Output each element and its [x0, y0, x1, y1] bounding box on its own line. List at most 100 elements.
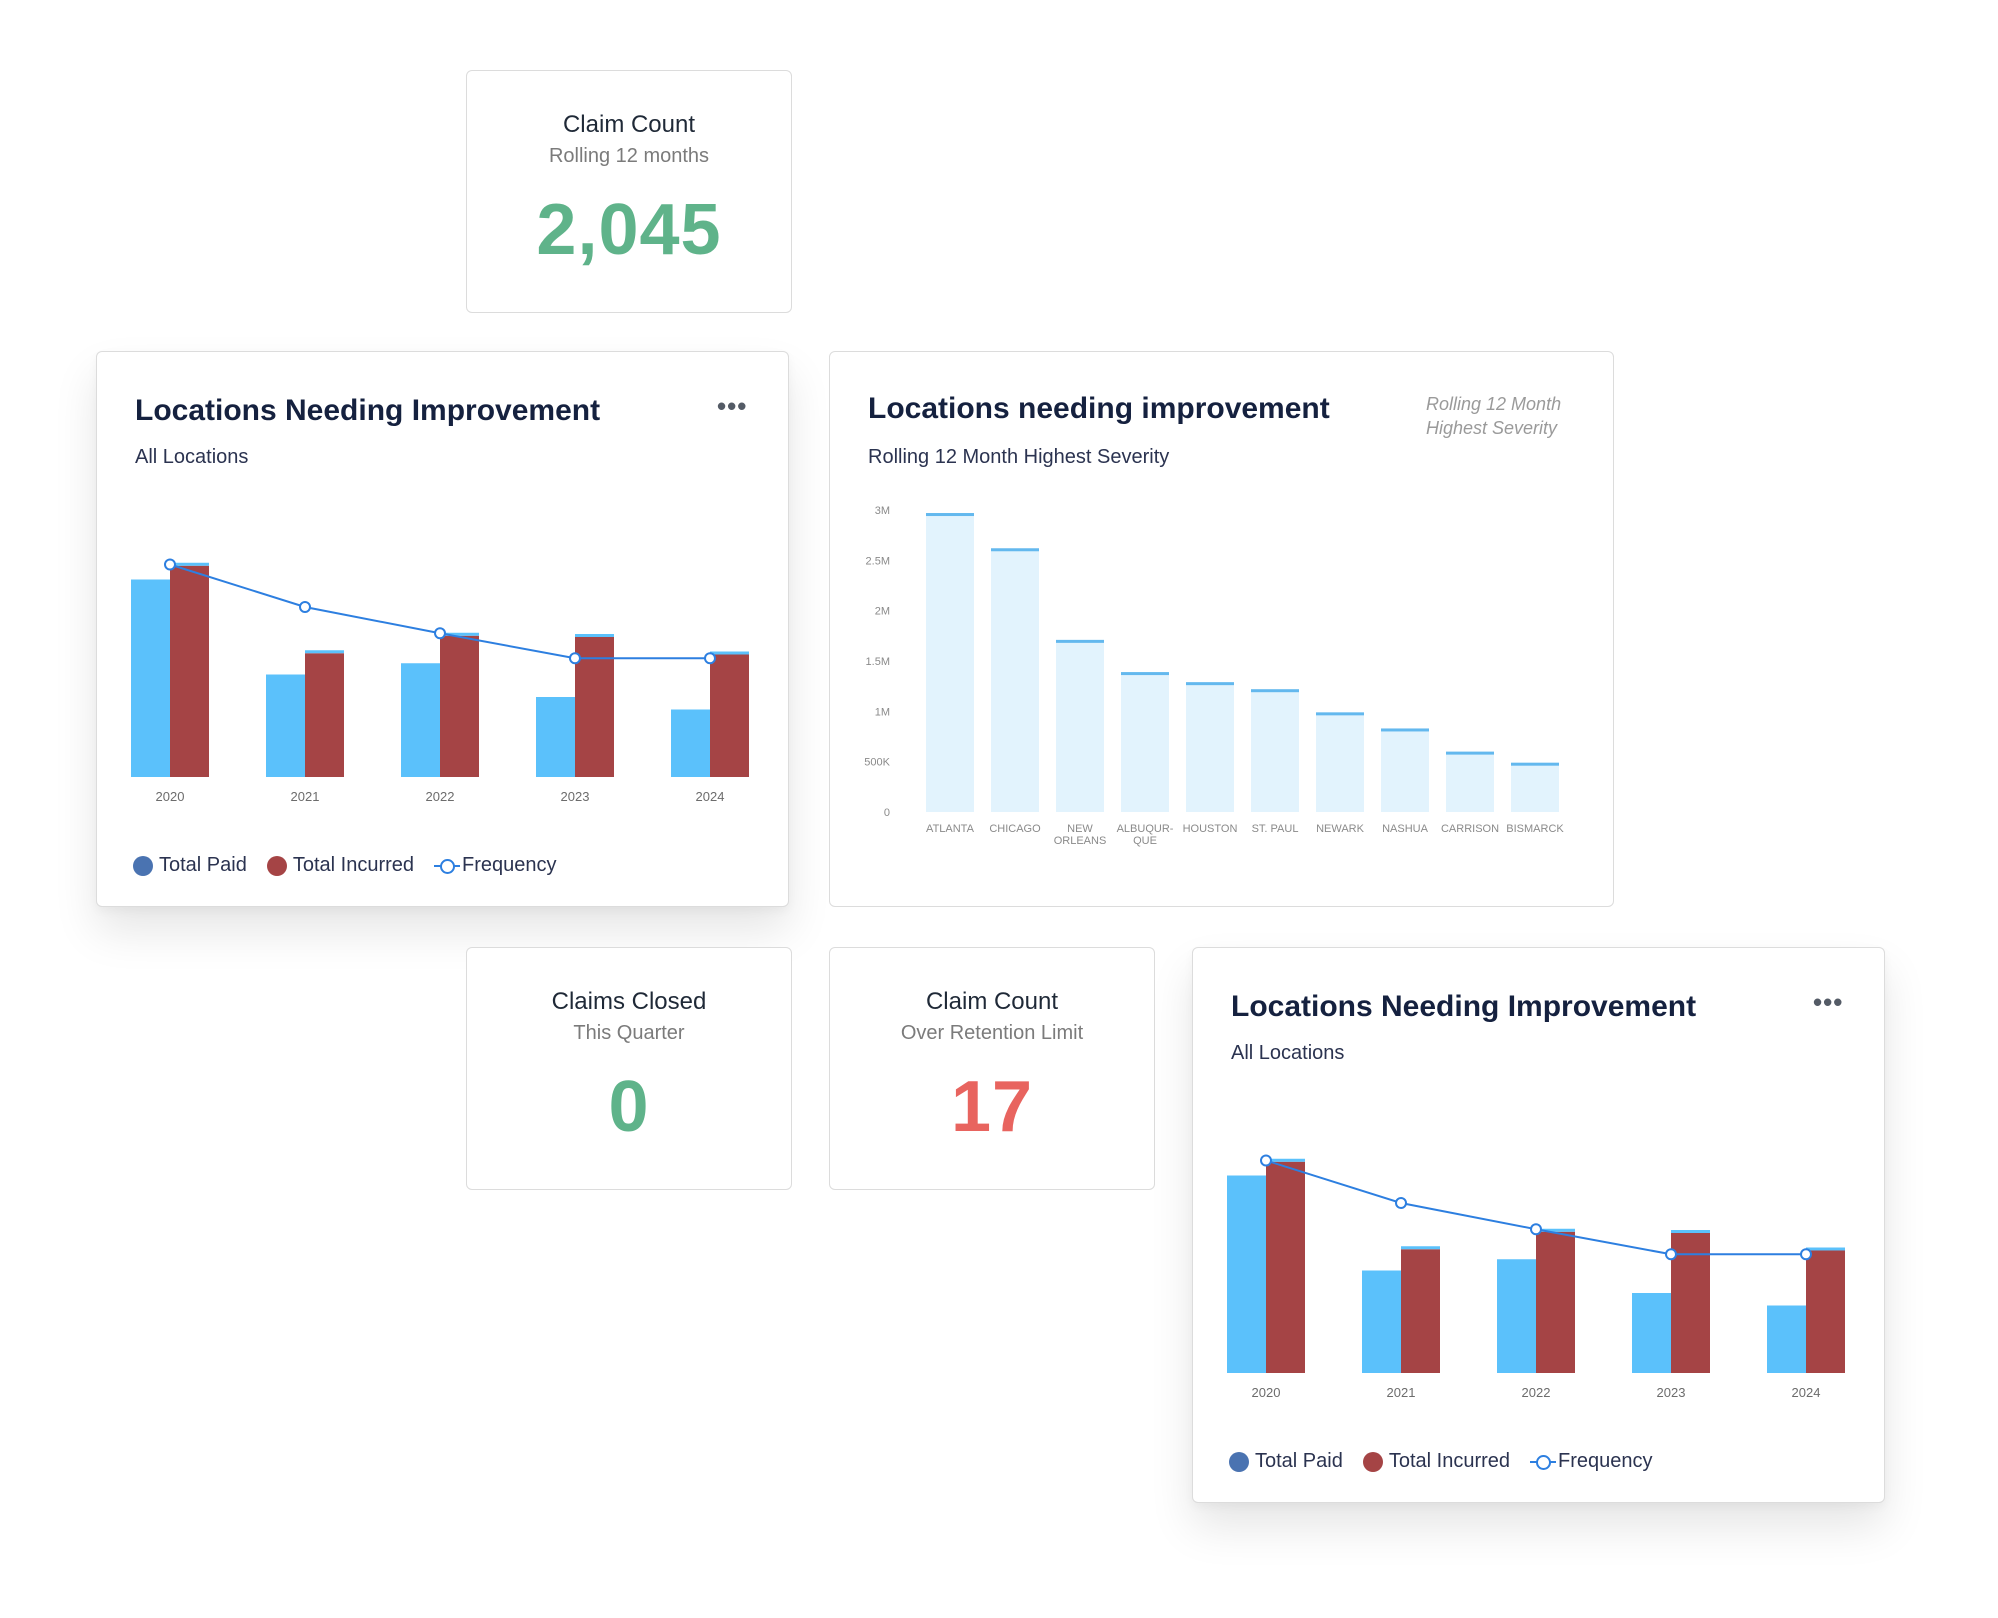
- more-options-icon[interactable]: •••: [717, 391, 748, 421]
- total-incurred-swatch: [266, 855, 287, 876]
- x-tick-label: 2021: [291, 789, 320, 804]
- legend-total-paid: Total Paid: [1229, 1450, 1343, 1473]
- bar-total-incurred: [1671, 1233, 1710, 1373]
- x-tick-label: 2024: [1792, 1385, 1821, 1400]
- legend-label: Total Paid: [1255, 1450, 1343, 1472]
- legend-frequency: Frequency: [434, 854, 557, 877]
- rolling-note: Rolling 12 Month Highest Severity: [1426, 394, 1562, 438]
- locations-improvement-card: Locations Needing Improvement All Locati…: [1192, 947, 1885, 1503]
- legend-label: Total Incurred: [292, 854, 415, 876]
- kpi-value: 0: [608, 1067, 650, 1147]
- y-tick-label: 1.5M: [866, 656, 890, 668]
- bar-incurred-cap: [440, 632, 479, 636]
- severity-bar: [1446, 752, 1494, 812]
- severity-bar: [991, 549, 1039, 812]
- bar-total-paid: [1227, 1175, 1266, 1373]
- severity-bar-cap: [1186, 682, 1234, 686]
- severity-bar: [1121, 673, 1169, 812]
- bar-total-paid: [536, 697, 575, 777]
- x-tick-label: 2022: [1522, 1385, 1551, 1400]
- frequency-point: [1800, 1248, 1812, 1261]
- severity-bar: [1251, 690, 1299, 812]
- bar-total-paid: [1632, 1293, 1671, 1373]
- severity-bar-chart: 0 500K 1M 1.5M 2M 2.5M 3M ATLANTA CHICAGO NEW ORLE…: [864, 505, 1564, 847]
- y-tick-label: 2M: [875, 606, 890, 618]
- legend-total-paid: Total Paid: [133, 854, 247, 877]
- card-subtitle: All Locations: [135, 446, 249, 468]
- x-tick-label: 2021: [1387, 1385, 1416, 1400]
- bar-incurred-cap: [305, 650, 344, 654]
- x-tick-label: NEWARK: [1316, 823, 1365, 835]
- frequency-point: [434, 627, 446, 640]
- severity-bar: [1381, 729, 1429, 812]
- kpi-claim-count-card[interactable]: Claim Count Rolling 12 months 2,045: [466, 70, 792, 313]
- locations-trend-chart: 2020 2021 2022 2023 2024: [131, 558, 749, 804]
- y-tick-label: 0: [884, 807, 890, 819]
- bar-incurred-cap: [710, 651, 749, 655]
- total-incurred-swatch: [1362, 1451, 1383, 1472]
- bar-incurred-cap: [575, 634, 614, 637]
- x-tick-label: 2023: [561, 789, 590, 804]
- x-tick-label: NASHUA: [1382, 823, 1429, 835]
- severity-bar-cap: [991, 548, 1039, 552]
- y-tick-label: 1M: [875, 706, 890, 718]
- bar-total-paid: [131, 579, 170, 777]
- bar-total-paid: [1362, 1270, 1401, 1373]
- bar-incurred-cap: [1671, 1230, 1710, 1233]
- legend-label: Frequency: [462, 854, 557, 876]
- x-tick-label: ST. PAUL: [1252, 823, 1299, 835]
- frequency-point: [1665, 1248, 1677, 1261]
- x-tick-label: HOUSTON: [1183, 823, 1238, 835]
- legend-frequency: Frequency: [1530, 1450, 1653, 1473]
- legend-total-incurred: Total Incurred: [1362, 1450, 1511, 1473]
- x-tick-label: 2020: [1252, 1385, 1281, 1400]
- kpi-subtitle: Over Retention Limit: [900, 1022, 1084, 1044]
- kpi-title: Claim Count: [562, 111, 696, 138]
- severity-bar-cap: [1316, 712, 1364, 716]
- x-tick-label: 2022: [426, 789, 455, 804]
- frequency-swatch: [434, 856, 461, 876]
- kpi-claim-count-retention-card[interactable]: Claim Count Over Retention Limit 17: [829, 947, 1155, 1190]
- kpi-subtitle: This Quarter: [573, 1022, 685, 1044]
- bar-total-paid: [1497, 1259, 1536, 1373]
- kpi-title: Claims Closed: [551, 988, 707, 1015]
- bar-total-paid: [266, 674, 305, 777]
- bar-total-incurred: [1401, 1249, 1440, 1373]
- severity-by-location-card: Locations needing improvement Rolling 12…: [829, 351, 1614, 907]
- bar-total-paid: [1767, 1305, 1806, 1373]
- y-tick-label: 3M: [875, 505, 890, 517]
- bar-incurred-cap: [1401, 1246, 1440, 1250]
- x-tick-label: 2020: [156, 789, 185, 804]
- severity-bar: [1511, 763, 1559, 812]
- bar-incurred-cap: [1536, 1228, 1575, 1232]
- bar-incurred-cap: [170, 562, 209, 566]
- x-tick-label: 2024: [696, 789, 725, 804]
- total-paid-swatch: [1229, 1451, 1249, 1472]
- bar-incurred-cap: [1806, 1247, 1845, 1251]
- kpi-value: 17: [950, 1067, 1034, 1147]
- bar-total-incurred: [305, 653, 344, 777]
- kpi-claims-closed-card[interactable]: Claims Closed This Quarter 0: [466, 947, 792, 1190]
- severity-bar: [1316, 713, 1364, 812]
- bar-total-incurred: [710, 654, 749, 777]
- bar-total-incurred: [440, 635, 479, 777]
- total-paid-swatch: [133, 855, 153, 876]
- frequency-point: [704, 652, 716, 665]
- card-subtitle: Rolling 12 Month Highest Severity: [868, 446, 1170, 468]
- more-options-icon[interactable]: •••: [1813, 987, 1844, 1017]
- legend-label: Total Incurred: [1388, 1450, 1511, 1472]
- bar-incurred-cap: [1266, 1158, 1305, 1162]
- kpi-title: Claim Count: [925, 988, 1059, 1015]
- severity-bar-cap: [1446, 751, 1494, 755]
- x-tick-label: ATLANTA: [926, 823, 975, 835]
- y-tick-label: 500K: [864, 757, 890, 769]
- legend-total-incurred: Total Incurred: [266, 854, 415, 877]
- bar-total-paid: [401, 663, 440, 777]
- y-tick-label: 2.5M: [866, 555, 890, 567]
- severity-bar-cap: [1121, 672, 1169, 676]
- chart-legend: Total Paid Total Incurred Frequency: [133, 854, 577, 877]
- bar-total-incurred: [1536, 1231, 1575, 1373]
- frequency-point: [1395, 1197, 1407, 1209]
- legend-label: Frequency: [1558, 1450, 1653, 1472]
- x-tick-label: CARRISON: [1441, 823, 1499, 835]
